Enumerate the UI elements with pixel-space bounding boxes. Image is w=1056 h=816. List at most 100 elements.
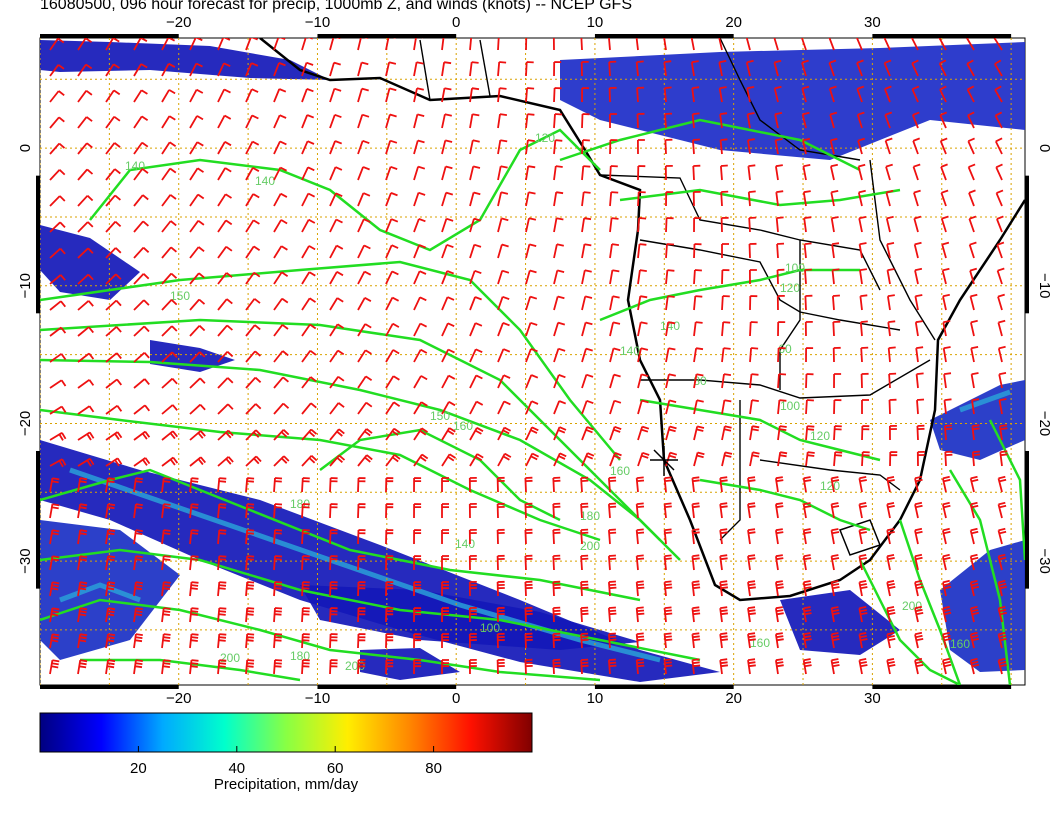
wind-barb [776,268,785,285]
wind-barb [883,38,891,51]
wind-barb [637,425,650,441]
wind-barb [691,476,700,493]
wind-barb [581,321,593,337]
wind-barb [49,659,60,675]
wind-barb [357,454,373,467]
wind-barb [133,430,151,441]
wind-barb [329,402,345,415]
wind-barb [966,59,975,77]
wind-barb [301,402,317,415]
wind-barb [997,605,1008,623]
wind-barb [998,398,1007,415]
wind-barb [245,455,262,467]
wind-barb [189,377,206,389]
wind-barb [189,633,199,649]
wind-barb [581,269,592,285]
wind-barb [245,403,262,415]
wind-barb [49,529,60,545]
wind-barb [942,320,951,337]
wind-barb [49,326,67,337]
wind-barb [105,529,116,545]
wind-barb [301,323,317,337]
height-contour [988,419,1025,561]
wind-barb [357,401,373,415]
wind-barb [776,242,785,259]
wind-barb [802,606,812,623]
wind-barb [746,86,755,103]
wind-barb [580,658,589,675]
wind-barb [635,606,645,623]
wind-barb [161,325,178,337]
wind-barb [497,243,509,259]
wind-barb [886,242,895,259]
wind-barb [999,450,1008,467]
country-border [640,359,931,399]
wind-barb [804,268,812,285]
wind-barb [77,38,92,51]
wind-barb [942,346,951,363]
wind-barb [301,633,310,649]
wind-barb [413,191,426,207]
wind-barb [635,528,645,545]
wind-barb [329,323,344,337]
wind-barb [749,399,759,415]
wind-barb [105,633,116,649]
wind-barb [301,529,310,545]
wind-barb [357,477,366,493]
wind-barb [553,295,565,311]
wind-barb [775,502,784,519]
wind-barb [777,347,786,363]
wind-barb [525,191,536,207]
frame-segment-bottom [872,685,1012,689]
wind-barb [969,579,980,597]
wind-barb [553,374,566,389]
frame-segment-bottom [317,685,457,689]
wind-barb [580,606,589,623]
wind-barb [133,503,143,519]
wind-barb [441,270,455,285]
wind-barb [524,502,533,519]
wind-barb [385,529,394,545]
wind-barb [967,163,976,181]
wind-barb [245,376,262,389]
wind-barb [858,216,867,233]
wind-barb [886,476,895,493]
wind-barb [413,607,422,623]
wind-barb [609,347,621,363]
wind-barb [217,581,227,597]
wind-barb [777,399,787,415]
wind-barb [608,528,617,545]
wind-barb [385,87,397,103]
lon-tick-label-top: −20 [166,14,191,31]
lon-tick-label-top: −10 [305,14,330,31]
contour-label: 140 [255,174,275,188]
wind-barb [719,580,729,597]
wind-barb [217,298,233,311]
wind-barb [830,502,840,519]
wind-barb [49,353,67,363]
wind-barb [385,375,400,389]
wind-barb [441,427,456,441]
wind-barb [385,477,394,493]
wind-barb [719,476,728,493]
wind-barb [914,605,924,623]
wind-barb [581,347,593,363]
wind-barb [189,38,203,51]
wind-barb [914,501,923,519]
wind-barb [133,477,143,493]
wind-barb [525,269,537,285]
wind-barb [833,399,842,415]
wind-barb [301,192,316,207]
colorbar-rect [39,712,533,753]
wind-barb [217,429,234,441]
wind-barb [217,141,232,155]
wind-barb [609,243,620,259]
wind-barb [692,164,701,181]
wind-barb [525,217,537,233]
wind-barb [49,274,66,285]
frame-segment-top [317,34,457,38]
wind-barb [637,321,648,337]
frame-segment-bottom [40,685,179,689]
wind-barb [887,320,896,337]
